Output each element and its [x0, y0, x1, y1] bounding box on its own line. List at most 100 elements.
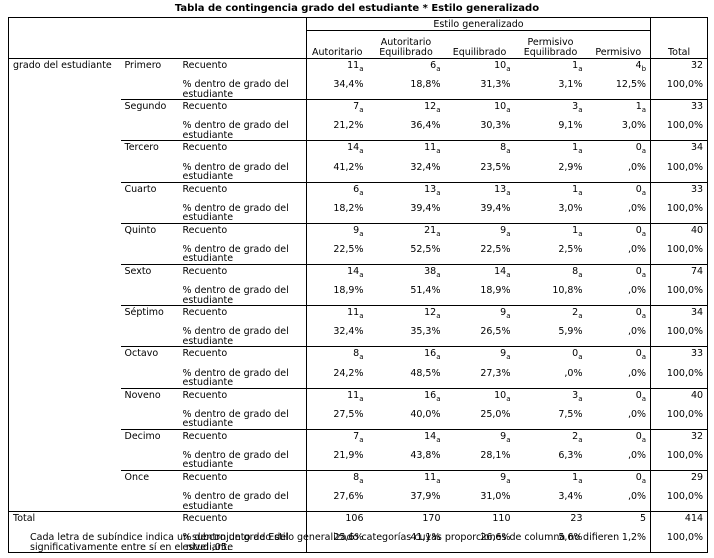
count: 32 [690, 430, 704, 442]
count-cell: 29 [650, 469, 708, 491]
subset-letter: a [506, 270, 511, 279]
count-cell: 0a [586, 428, 651, 449]
count-cell: 32 [650, 428, 708, 449]
percent-cell: ,0% [627, 408, 647, 420]
crosstab: Estilo generalizado Total Autoritario Aut… [8, 17, 709, 554]
count: 13 [424, 183, 437, 195]
count: 74 [690, 265, 704, 277]
subset-letter: a [641, 188, 647, 197]
subset-letter: a [578, 270, 583, 279]
count: 34 [690, 307, 704, 319]
percent-cell: 32,4% [306, 325, 368, 347]
column-header: Autoritario [306, 30, 368, 59]
count: 6 [430, 60, 437, 71]
count-cell: 9a [444, 222, 515, 243]
measure-label: % dentro de grado del estudiante [182, 408, 289, 430]
count-cell: 14a [306, 140, 368, 161]
count: 11 [347, 307, 360, 319]
percent-cell: ,0% [564, 367, 583, 379]
count-cell: 38a [367, 263, 445, 285]
count-cell: 13a [444, 181, 515, 202]
subset-letter: a [641, 435, 647, 444]
percent-cell: 41,1% [410, 532, 441, 544]
count-cell: 0a [586, 140, 651, 161]
count: 12 [424, 307, 437, 319]
subset-letter: a [641, 270, 647, 279]
subset-letter: a [359, 353, 364, 362]
measure-label: % dentro de grado del estudiante [182, 161, 289, 183]
count-cell: 2a [514, 305, 587, 326]
count: 8 [353, 348, 360, 360]
percent-cell: ,0% [627, 367, 647, 379]
count-cell: 10a [444, 58, 515, 79]
subset-letter: a [436, 394, 441, 403]
count-cell: 414 [650, 511, 708, 532]
count-cell: 11a [367, 469, 445, 491]
count-cell: 12a [367, 305, 445, 326]
count: 110 [492, 513, 511, 525]
count-cell: 170 [367, 511, 445, 532]
measure-label: % dentro de grado del estudiante [182, 326, 289, 347]
measure-label: % dentro de grado del estudiante [182, 243, 289, 265]
percent-cell: 35,3% [410, 326, 441, 338]
measure-label: Recuento [178, 469, 307, 491]
count-row: Noveno Recuento 11a 16a 10a 3a 0a 40 [9, 387, 708, 430]
measure-label: Recuento [178, 58, 307, 79]
subset-letter: a [359, 147, 364, 156]
subset-letter: a [641, 476, 647, 485]
count-cell: 16a [367, 387, 445, 408]
percent-cell: 3,0% [558, 202, 583, 214]
percent-cell: 31,3% [480, 79, 511, 91]
percent-row: % dentro de grado del estudiante 27,5% 40,… [9, 407, 708, 430]
count-cell: 16a [367, 346, 445, 367]
subset-letter: a [578, 312, 583, 321]
percent-cell: 39,4% [480, 202, 511, 214]
footnote: Cada letra de subíndice indica un subcon… [30, 532, 620, 553]
count-cell: 14a [306, 263, 368, 285]
percent-cell: 30,3% [480, 120, 511, 132]
count-cell: 0a [586, 263, 651, 285]
count: 2 [572, 307, 579, 319]
count: 40 [690, 389, 704, 401]
subset-letter: a [436, 476, 441, 485]
count-row: Sexto Recuento 14a 38a 14a 8a 0a 74 [9, 263, 708, 306]
subset-letter: a [359, 106, 364, 115]
count-cell: 7a [306, 99, 368, 120]
grade-label: Cuarto [120, 181, 179, 224]
measure-label: Recuento [178, 387, 307, 408]
subset-letter: a [436, 229, 441, 238]
percent-cell: 37,9% [410, 491, 441, 503]
percent-cell: 1,2% [621, 532, 647, 544]
subset-letter: a [506, 65, 511, 73]
count-cell: 2a [514, 428, 587, 449]
count: 2 [572, 430, 579, 442]
percent-cell: 34,4% [306, 78, 368, 100]
percent-cell: ,0% [627, 285, 647, 297]
measure-label: % dentro de grado del estudiante [182, 79, 289, 100]
count: 32 [690, 60, 704, 71]
percent-cell: 100,0% [650, 284, 708, 306]
percent-cell: 48,5% [410, 367, 441, 379]
subset-letter: a [436, 106, 441, 115]
count: 10 [494, 60, 507, 71]
percent-cell: 43,8% [410, 449, 441, 461]
percent-cell: ,0% [627, 449, 647, 461]
subset-letter: a [641, 353, 647, 362]
count-cell: 1a [514, 222, 587, 243]
percent-cell: ,0% [627, 491, 647, 503]
count-cell: 0a [586, 346, 651, 367]
count: 14 [347, 142, 360, 154]
count: 3 [572, 389, 579, 401]
table-title: Tabla de contingencia grado del estudian… [174, 3, 540, 14]
grade-label: Segundo [120, 99, 179, 141]
count-cell: 34 [650, 140, 708, 161]
percent-cell: 100,0% [650, 201, 708, 224]
count-row: Séptimo Recuento 11a 12a 9a 2a 0a 34 [9, 305, 708, 347]
percent-cell: 51,4% [410, 285, 441, 297]
percent-cell: 31,0% [480, 491, 511, 503]
percent-cell: 100,0% [650, 78, 708, 100]
count: 0 [635, 183, 642, 195]
count: 21 [424, 224, 437, 236]
percent-cell: 23,5% [480, 161, 511, 173]
